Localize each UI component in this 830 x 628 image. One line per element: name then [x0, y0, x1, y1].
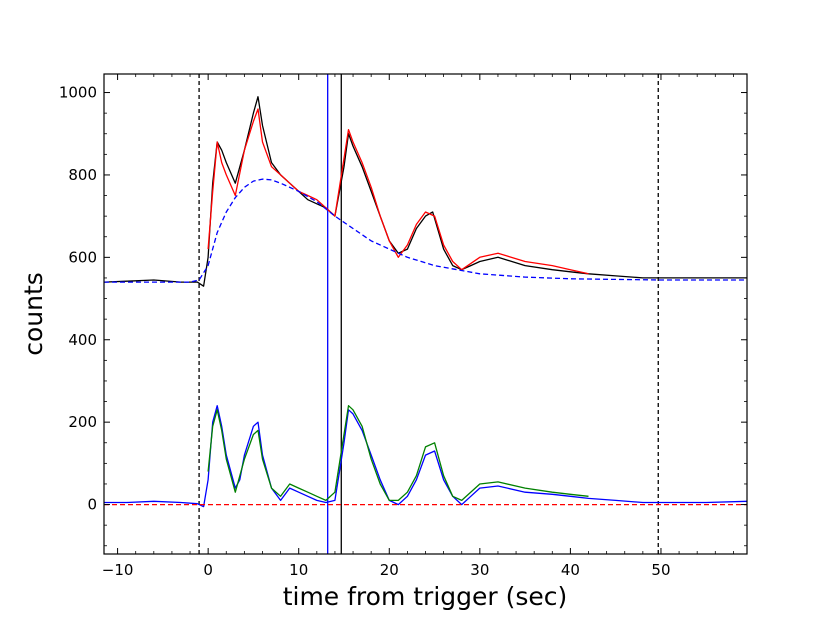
y-tick-label: 400 — [68, 331, 97, 349]
x-tick-label: −10 — [102, 561, 134, 579]
tick-labels: −10 0 10 20 30 40 50 0 200 400 600 800 1000 — [59, 84, 671, 579]
plot-frame — [103, 73, 748, 555]
y-axis-title: counts — [19, 272, 48, 356]
y-tick-label: 800 — [68, 166, 97, 184]
x-tick-label: 0 — [203, 561, 213, 579]
series-line-2 — [207, 108, 589, 275]
y-tick-label: 600 — [68, 248, 97, 266]
series-line-5 — [207, 405, 589, 502]
reference-lines — [198, 74, 659, 554]
series-line-3 — [104, 178, 747, 283]
series-line-4 — [104, 405, 747, 508]
y-tick-label: 200 — [68, 413, 97, 431]
x-tick-label: 20 — [380, 561, 399, 579]
series-line-1 — [104, 96, 747, 287]
x-axis-title: time from trigger (sec) — [283, 582, 568, 611]
x-tick-label: 10 — [289, 561, 308, 579]
x-tick-label: 30 — [470, 561, 489, 579]
y-tick-label: 0 — [87, 496, 97, 514]
y-tick-label: 1000 — [59, 84, 97, 102]
series-layer — [104, 96, 747, 508]
ticks-layer — [104, 74, 747, 554]
x-tick-label: 50 — [651, 561, 670, 579]
x-tick-label: 40 — [561, 561, 580, 579]
